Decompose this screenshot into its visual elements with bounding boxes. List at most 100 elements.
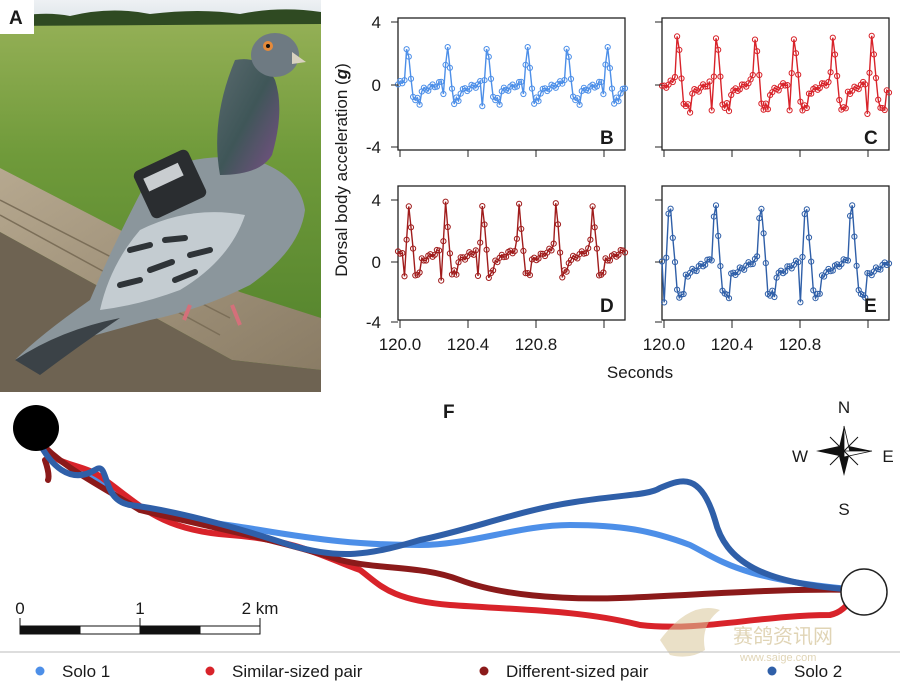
- data-point: [687, 109, 694, 116]
- track-solo-2: [35, 437, 863, 593]
- panel-label-a: A: [9, 8, 23, 29]
- panel-label-f: F: [443, 402, 455, 423]
- data-point: [563, 268, 570, 275]
- data-point: [606, 65, 614, 72]
- data-point: [401, 273, 408, 280]
- x-axis-title: Seconds: [607, 363, 673, 382]
- fence-post: [0, 232, 321, 392]
- data-point: [864, 110, 871, 118]
- data-point: [792, 50, 800, 57]
- data-point: [816, 290, 823, 297]
- end-point: [840, 568, 888, 616]
- pigeon-head: [251, 33, 299, 77]
- ytick-d-bot: -4: [366, 313, 381, 332]
- watermark-cn: 赛鸽资讯网: [733, 624, 833, 648]
- xtick-right-2: 120.8: [779, 335, 822, 354]
- trace-e: [658, 202, 893, 306]
- pigeon-beak: [292, 52, 306, 64]
- data-point: [702, 83, 709, 90]
- data-point: [444, 44, 451, 51]
- compass-s: S: [838, 500, 849, 519]
- data-point: [680, 290, 687, 298]
- x-axis: 120.0 120.4 120.8 120.0 120.4 120.8: [379, 150, 869, 354]
- data-point: [773, 274, 780, 281]
- data-point: [438, 78, 445, 85]
- data-point: [885, 89, 893, 96]
- data-point: [615, 98, 622, 105]
- data-point: [721, 104, 728, 112]
- data-point: [442, 61, 449, 69]
- data-point: [600, 269, 607, 276]
- data-point: [485, 53, 492, 60]
- data-point: [557, 249, 564, 256]
- data-point: [803, 104, 810, 112]
- data-point: [706, 78, 713, 85]
- data-point: [829, 267, 836, 274]
- watermark: 赛鸽资讯网 www.saige.com: [660, 608, 833, 664]
- data-point: [834, 72, 841, 80]
- data-point: [885, 260, 893, 267]
- data-point: [747, 261, 754, 268]
- data-point: [485, 274, 492, 281]
- data-point: [526, 272, 534, 279]
- data-point: [479, 103, 486, 110]
- data-point: [715, 232, 722, 239]
- data-point: [669, 234, 676, 241]
- legend-label: Solo 1: [62, 662, 110, 681]
- data-point: [754, 253, 761, 260]
- y-axis-left: 4 0 -4 4 0 -4: [366, 13, 398, 332]
- data-point: [862, 81, 869, 88]
- data-point: [407, 75, 415, 82]
- data-point: [669, 78, 676, 86]
- data-point: [621, 249, 629, 256]
- data-point: [559, 274, 566, 281]
- legend-marker: [767, 666, 777, 676]
- data-point: [756, 71, 763, 79]
- data-point: [760, 230, 767, 237]
- backpack-label: [143, 162, 184, 192]
- data-point: [606, 257, 614, 264]
- data-point: [827, 69, 834, 76]
- data-point: [704, 83, 711, 90]
- acceleration-panels: B C D E 4 0 -4 4 0 -4 120.0 120.4 12: [332, 13, 893, 382]
- data-point: [715, 46, 722, 53]
- data-point: [758, 100, 765, 107]
- data-point: [767, 292, 774, 299]
- data-point: [587, 236, 594, 243]
- data-point: [399, 250, 406, 257]
- data-point: [600, 91, 607, 98]
- pigeon-tail: [15, 318, 120, 375]
- data-point: [416, 101, 423, 108]
- compass-e: E: [882, 447, 893, 466]
- data-point: [440, 90, 447, 98]
- trace-c: [658, 32, 893, 118]
- data-point: [436, 79, 443, 86]
- track-similar-sized-pair: [35, 437, 863, 630]
- data-point: [797, 98, 804, 105]
- data-point: [849, 202, 856, 209]
- legend-marker: [205, 666, 215, 676]
- data-point: [403, 236, 410, 243]
- data-point: [518, 78, 525, 86]
- data-point: [799, 253, 806, 261]
- xtick-left-2: 120.8: [515, 335, 558, 354]
- data-point: [455, 97, 462, 105]
- data-point: [676, 46, 683, 54]
- data-point: [875, 96, 882, 103]
- data-point: [784, 82, 791, 89]
- data-point: [838, 261, 845, 268]
- data-point: [702, 261, 709, 268]
- data-point: [567, 75, 575, 83]
- panel-label-c: C: [864, 128, 878, 149]
- xtick-left-0: 120.0: [379, 335, 422, 354]
- data-point: [619, 85, 626, 92]
- data-point: [401, 77, 408, 84]
- data-point: [831, 51, 839, 58]
- data-point: [516, 78, 523, 86]
- data-point: [762, 100, 769, 107]
- data-point: [853, 262, 860, 269]
- track-different-sized-pair: [35, 437, 863, 602]
- data-point: [756, 215, 763, 222]
- data-point: [520, 247, 527, 254]
- data-point: [710, 73, 718, 80]
